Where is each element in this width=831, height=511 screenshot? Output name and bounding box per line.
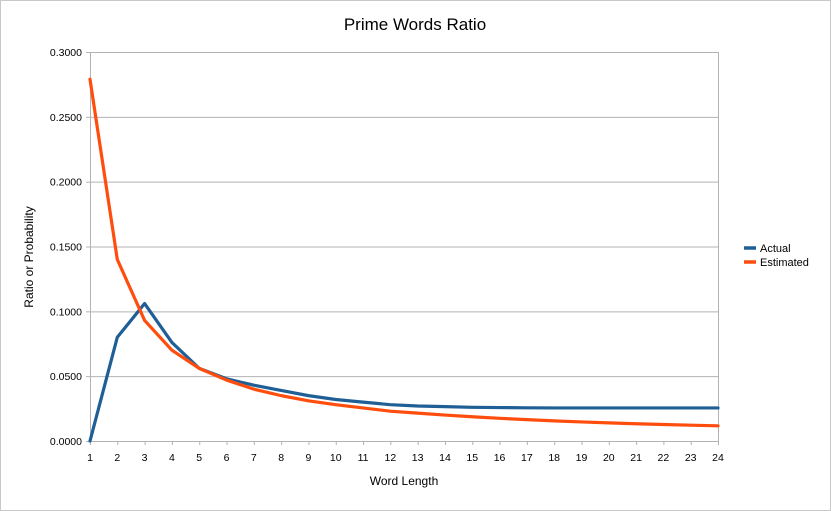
x-tick-label: 13 (412, 452, 424, 464)
y-tick-labels: 0.0000 0.0500 0.1000 0.1500 0.2000 0.2500 0.30… (50, 47, 82, 448)
x-tick-label: 7 (251, 452, 257, 464)
x-tick-label: 18 (548, 452, 560, 464)
x-tick-label: 16 (494, 452, 506, 464)
x-tick-label: 10 (330, 452, 342, 464)
y-tick-label: 0.1000 (50, 306, 82, 318)
legend-label-actual: Actual (760, 243, 791, 255)
x-tick-label: 23 (685, 452, 697, 464)
x-tick-label: 2 (114, 452, 120, 464)
x-tick-labels: 1 2 3 4 5 6 7 8 9 10 11 12 13 14 15 16 17 18 19 20 21 22 23 24 (87, 452, 724, 464)
y-tick-label: 0.3000 (50, 47, 82, 59)
x-tick-label: 8 (278, 452, 284, 464)
x-tick-label: 22 (658, 452, 670, 464)
x-tick-label: 4 (169, 452, 175, 464)
x-tick-label: 14 (439, 452, 451, 464)
y-axis-label: Ratio or Probability (22, 206, 36, 307)
series-lines (88, 77, 720, 443)
x-tick-label: 15 (466, 452, 478, 464)
series-line-estimated (88, 77, 720, 428)
axes (86, 52, 719, 445)
x-tick-label: 9 (306, 452, 312, 464)
legend: Actual Estimated (744, 243, 809, 269)
x-tick-label: 1 (87, 452, 93, 464)
x-tick-label: 11 (358, 452, 369, 464)
legend-label-estimated: Estimated (760, 257, 809, 269)
x-tick-label: 19 (576, 452, 588, 464)
x-tick-label: 21 (630, 452, 642, 464)
y-tick-label: 0.0500 (50, 371, 82, 383)
y-tick-label: 0.2000 (50, 177, 82, 189)
x-tick-label: 24 (712, 452, 724, 464)
x-tick-label: 6 (224, 452, 230, 464)
x-tick-label: 3 (142, 452, 148, 464)
y-tick-label: 0.0000 (50, 436, 82, 448)
x-tick-label: 5 (196, 452, 202, 464)
y-tick-label: 0.1500 (50, 242, 82, 254)
x-tick-label: 12 (385, 452, 397, 464)
y-tick-label: 0.2500 (50, 112, 82, 124)
x-tick-label: 17 (521, 452, 533, 464)
grid-lines (90, 52, 718, 378)
x-axis-label: Word Length (370, 474, 439, 488)
x-tick-label: 20 (603, 452, 615, 464)
chart-title: Prime Words Ratio (344, 15, 486, 34)
